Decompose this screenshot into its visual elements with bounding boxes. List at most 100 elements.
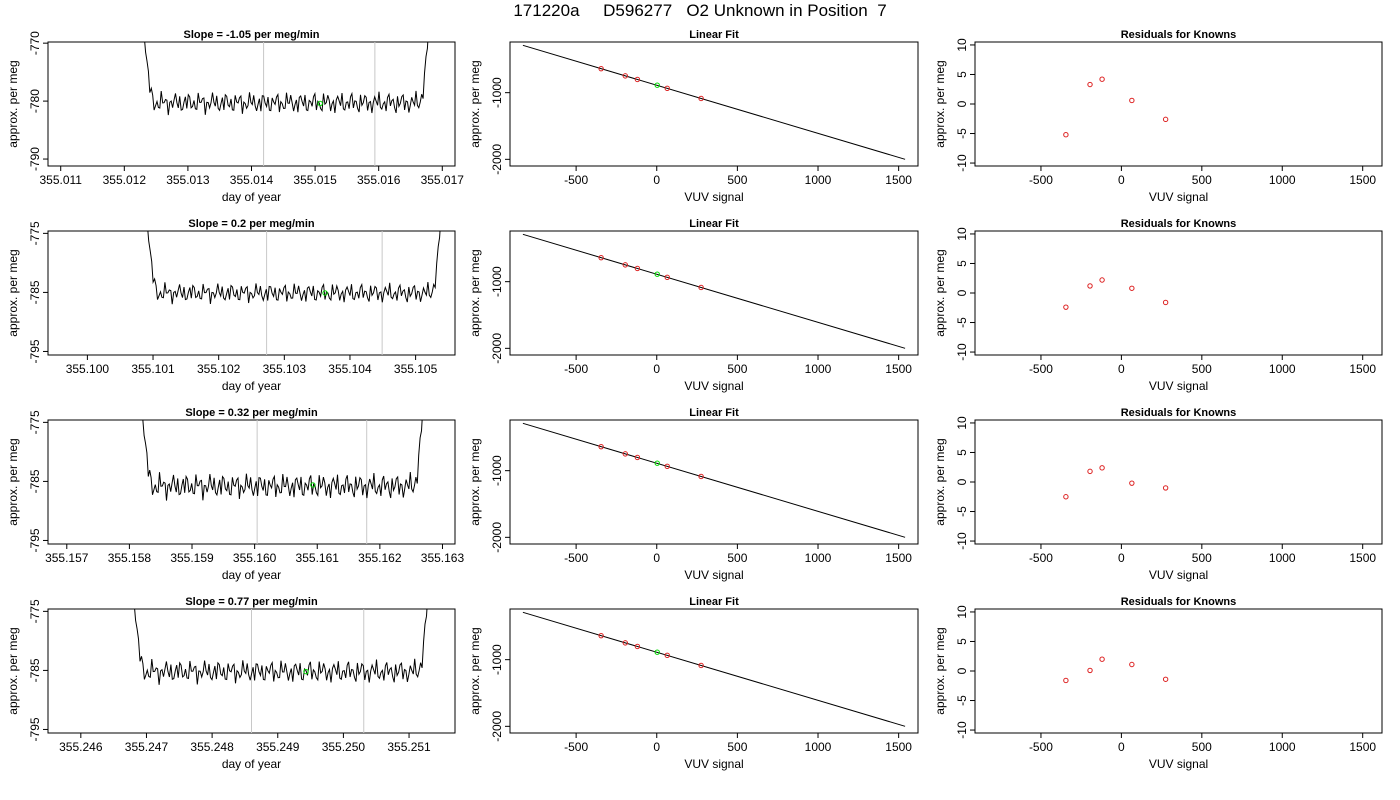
y-axis-label: approx. per meg bbox=[6, 249, 20, 336]
y-tick-label: -10 bbox=[955, 343, 969, 361]
data-trace bbox=[142, 420, 423, 501]
known-point bbox=[664, 274, 670, 281]
y-axis-label: approx. per meg bbox=[6, 60, 20, 147]
y-tick-label: -5 bbox=[955, 506, 969, 517]
chart-panel-11: Linear Fit -500 0 500 1000 1500 -1000 -2000 VUV … bbox=[468, 596, 919, 771]
y-tick-label: -2000 bbox=[490, 522, 504, 553]
y-tick-label: -775 bbox=[28, 599, 42, 623]
known-point bbox=[634, 76, 641, 83]
residual-point bbox=[1129, 97, 1135, 104]
x-tick-label: 355.159 bbox=[170, 551, 214, 565]
y-tick-label: 5 bbox=[955, 449, 969, 456]
y-axis-label: approx. per meg bbox=[468, 627, 482, 714]
x-tick-label: 1500 bbox=[1349, 740, 1376, 754]
y-tick-label: -785 bbox=[28, 469, 42, 493]
plot-area bbox=[144, 42, 429, 166]
x-tick-label: 500 bbox=[727, 551, 747, 565]
plot-area bbox=[1063, 277, 1169, 310]
chart-title: Slope = -1.05 per meg/min bbox=[183, 29, 319, 41]
x-tick-label: 1000 bbox=[1269, 551, 1296, 565]
y-tick-label: -2000 bbox=[490, 711, 504, 742]
x-tick-label: 355.163 bbox=[421, 551, 465, 565]
unknown-point bbox=[654, 271, 660, 277]
y-tick-label: -770 bbox=[28, 31, 42, 55]
x-tick-label: -500 bbox=[564, 362, 588, 376]
x-tick-label: 500 bbox=[727, 362, 747, 376]
y-tick-label: -795 bbox=[28, 528, 42, 552]
x-tick-label: 355.249 bbox=[256, 740, 300, 754]
y-axis-label: approx. per meg bbox=[933, 438, 947, 525]
x-tick-label: 0 bbox=[653, 551, 660, 565]
residual-point bbox=[1099, 465, 1105, 471]
y-tick-label: 10 bbox=[955, 38, 969, 52]
y-tick-label: -780 bbox=[28, 89, 42, 113]
chart-title: Linear Fit bbox=[689, 407, 739, 419]
x-axis-label: day of year bbox=[222, 190, 281, 204]
y-axis-label: approx. per meg bbox=[468, 249, 482, 336]
known-point bbox=[664, 463, 670, 470]
chart-title: Residuals for Knowns bbox=[1121, 29, 1237, 41]
known-point bbox=[598, 254, 604, 261]
plot-area bbox=[134, 609, 428, 733]
residual-point bbox=[1063, 304, 1069, 310]
chart-title: Linear Fit bbox=[689, 29, 739, 41]
x-tick-label: 500 bbox=[1192, 173, 1212, 187]
x-tick-label: 355.246 bbox=[59, 740, 103, 754]
y-axis-label: approx. per meg bbox=[468, 60, 482, 147]
y-tick-label: 0 bbox=[955, 100, 969, 107]
x-tick-label: 1500 bbox=[1349, 362, 1376, 376]
x-axis-label: day of year bbox=[222, 757, 281, 771]
chart-panel-6: Residuals for Knowns -500 0 500 1000 1500 10 5 0… bbox=[933, 218, 1383, 393]
x-tick-label: 0 bbox=[653, 740, 660, 754]
data-trace bbox=[134, 609, 428, 685]
y-tick-label: 5 bbox=[955, 71, 969, 78]
x-axis-label: day of year bbox=[222, 379, 281, 393]
x-tick-label: 355.157 bbox=[45, 551, 89, 565]
y-tick-label: 10 bbox=[955, 227, 969, 241]
fit-line bbox=[522, 611, 906, 727]
plot-area bbox=[1063, 656, 1169, 684]
plot-frame bbox=[974, 608, 1383, 734]
y-tick-label: 0 bbox=[955, 667, 969, 674]
x-tick-label: 1000 bbox=[805, 551, 832, 565]
y-tick-label: -5 bbox=[955, 317, 969, 328]
chart-panel-2: Linear Fit -500 0 500 1000 1500 -1000 -2000 VUV … bbox=[468, 29, 919, 204]
x-tick-label: 1500 bbox=[885, 362, 912, 376]
data-trace bbox=[147, 231, 441, 305]
chart-panel-1: Slope = -1.05 per meg/min 355.011 355.012 3… bbox=[6, 29, 465, 204]
x-tick-label: 500 bbox=[1192, 740, 1212, 754]
residual-point bbox=[1063, 677, 1069, 684]
plot-area bbox=[1063, 465, 1169, 500]
x-tick-label: 1000 bbox=[1269, 740, 1296, 754]
x-tick-label: 0 bbox=[1118, 551, 1125, 565]
x-tick-label: -500 bbox=[564, 173, 588, 187]
plot-area bbox=[142, 420, 423, 544]
chart-title: Residuals for Knowns bbox=[1121, 596, 1237, 608]
x-tick-label: -500 bbox=[564, 551, 588, 565]
page-title: 171220a D596277 O2 Unknown in Position 7 bbox=[513, 1, 887, 20]
x-tick-label: -500 bbox=[1029, 551, 1053, 565]
residual-point bbox=[1129, 285, 1135, 291]
known-point bbox=[622, 262, 629, 268]
x-axis-label: VUV signal bbox=[1149, 757, 1208, 771]
known-point bbox=[622, 640, 629, 646]
x-tick-label: 355.105 bbox=[394, 362, 438, 376]
residual-point bbox=[1162, 116, 1169, 123]
residual-point bbox=[1087, 283, 1093, 289]
residual-point bbox=[1162, 485, 1169, 491]
plot-area bbox=[522, 44, 906, 160]
residual-point bbox=[1087, 667, 1093, 674]
x-tick-label: -500 bbox=[1029, 173, 1053, 187]
x-tick-label: 355.017 bbox=[421, 173, 465, 187]
known-point bbox=[698, 284, 704, 291]
unknown-marker bbox=[303, 668, 309, 675]
plot-frame bbox=[509, 419, 919, 545]
residual-point bbox=[1162, 299, 1169, 306]
y-tick-label: 0 bbox=[955, 289, 969, 296]
data-trace bbox=[144, 42, 429, 116]
x-tick-label: 500 bbox=[1192, 551, 1212, 565]
x-axis-label: VUV signal bbox=[684, 190, 743, 204]
y-axis-label: approx. per meg bbox=[6, 438, 20, 525]
x-tick-label: 355.015 bbox=[293, 173, 337, 187]
chart-title: Linear Fit bbox=[689, 218, 739, 230]
